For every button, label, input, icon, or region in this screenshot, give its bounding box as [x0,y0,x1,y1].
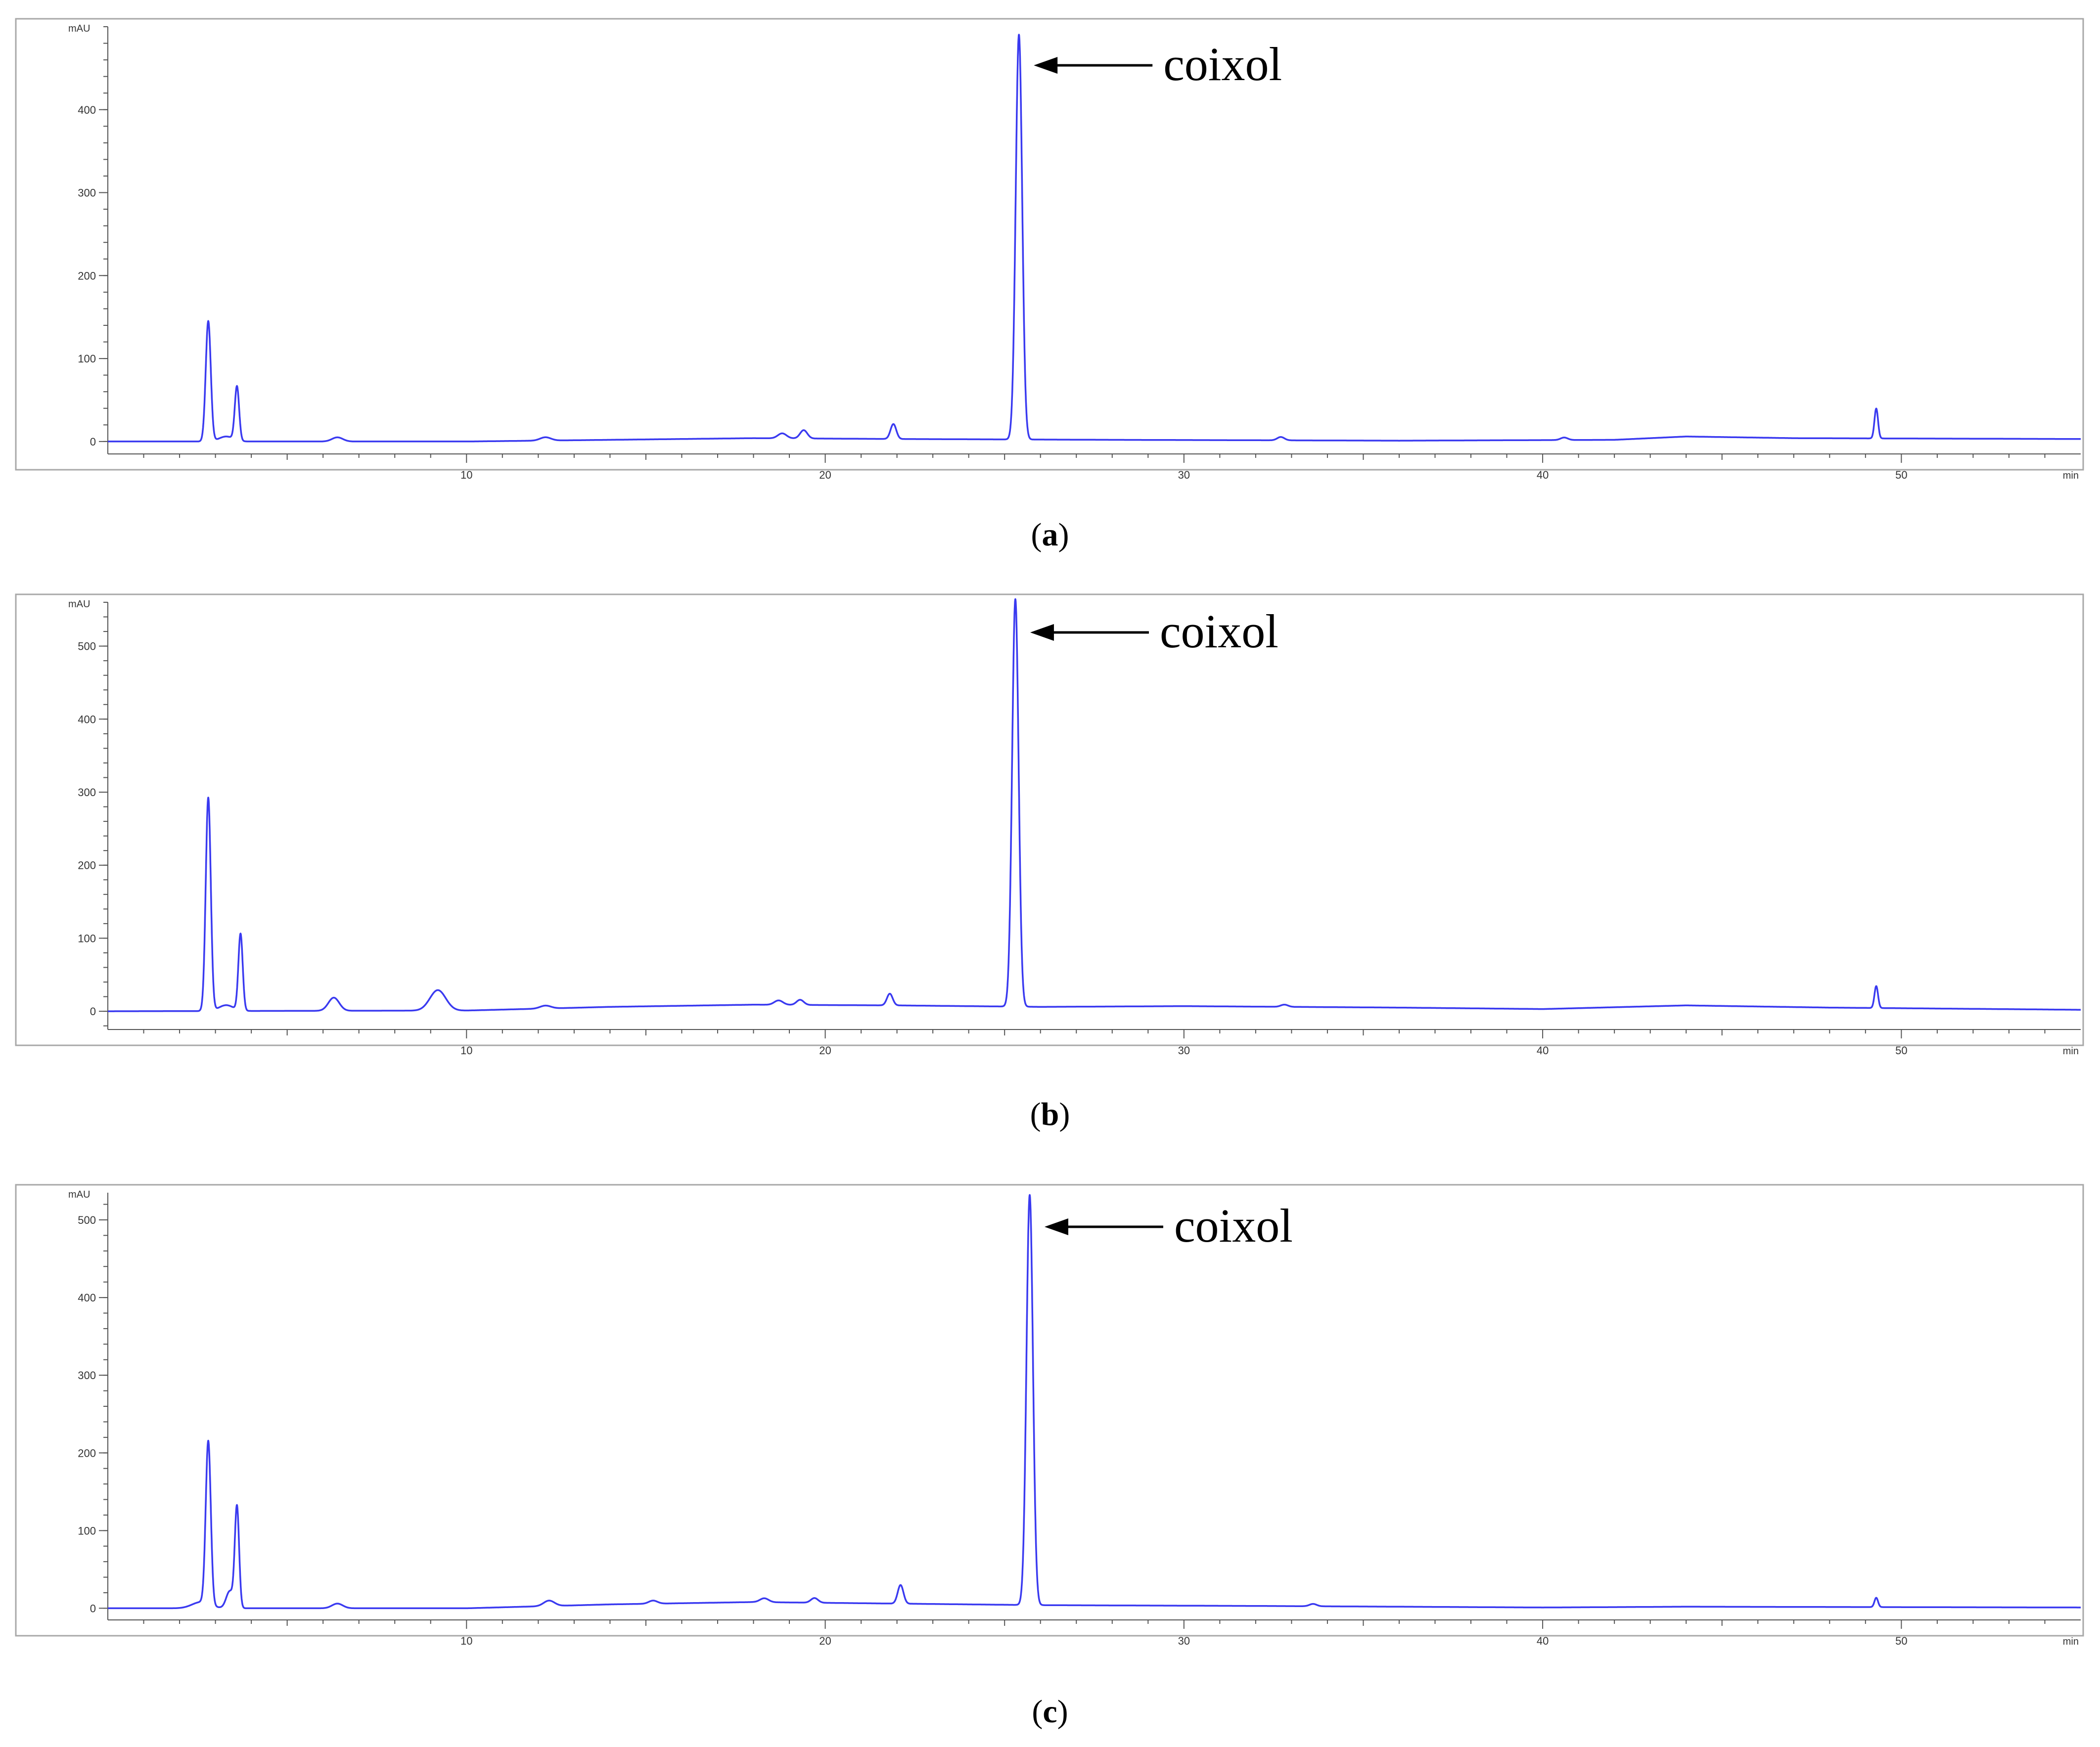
y-tick-label-c: 100 [78,1524,96,1537]
x-tick-label-b: 50 [1895,1044,1907,1057]
left-arrow-icon [1034,57,1058,74]
y-tick-label-a: 0 [90,436,96,448]
y-tick-label-c: 200 [78,1447,96,1459]
y-tick-label-b: 400 [78,713,96,725]
x-tick-label-c: 20 [819,1635,831,1647]
panel-b-plot: 0 100 200 300 400 500 mAU 10 20 30 40 50 min coixol [68,598,2082,1057]
panel-c-caption-letter: c [1043,1694,1057,1730]
y-tick-label-c: 400 [78,1292,96,1304]
left-arrow-icon [1030,624,1054,641]
left-arrow-icon [1044,1218,1068,1235]
peak-annotation-c: coixol [1174,1199,1293,1252]
panel-c-plot: 0 100 200 300 400 500 mAU 10 20 30 40 50 min coixol [68,1189,2082,1647]
y-tick-label-b: 300 [78,786,96,799]
x-tick-label-c: 40 [1537,1635,1549,1647]
panel-b-frame [15,593,2084,1046]
x-tick-label-c: 10 [460,1635,472,1647]
y-tick-label-c: 500 [78,1214,96,1226]
x-tick-label-c: 30 [1178,1635,1190,1647]
x-tick-label-b: 10 [460,1044,472,1057]
peak-annotation-b: coixol [1160,605,1278,658]
panel-a-caption: (a) [1031,517,1069,553]
x-tick-label-a: 50 [1895,469,1907,481]
y-tick-label-b: 500 [78,640,96,653]
x-tick-label-b: 40 [1537,1044,1549,1057]
peak-annotation-a: coixol [1163,38,1282,90]
y-tick-label-a: 300 [78,187,96,199]
x-tick-label-a: 10 [460,469,472,481]
y-tick-label-b: 100 [78,932,96,944]
chromatogram-trace-b [107,598,2082,1012]
panel-b-caption: (b) [1030,1096,1070,1132]
x-tick-label-b: 20 [819,1044,831,1057]
panel-c: 0 100 200 300 400 500 mAU 10 20 30 40 50 min coixol (… [15,1184,2084,1730]
x-unit-label-a: min [2063,470,2079,481]
x-tick-label-b: 30 [1178,1044,1190,1057]
panel-a-frame [15,18,2084,471]
panel-c-caption: (c) [1032,1694,1068,1730]
y-tick-label-a: 200 [78,269,96,282]
x-tick-label-a: 40 [1537,469,1549,481]
panel-a-caption-letter: a [1042,517,1058,553]
x-tick-label-c: 50 [1895,1635,1907,1647]
x-unit-label-b: min [2063,1046,2079,1057]
y-unit-label-a: mAU [68,23,90,34]
y-unit-label-c: mAU [68,1189,90,1200]
panel-a-plot: 0 100 200 300 400 mAU 10 20 30 40 50 min coixol [68,23,2082,481]
panel-a: 0 100 200 300 400 mAU 10 20 30 40 50 min coixol (a) [15,18,2084,553]
x-unit-label-c: min [2063,1636,2079,1647]
y-tick-label-a: 400 [78,104,96,116]
y-unit-label-b: mAU [68,599,90,610]
chromatogram-trace-a [107,34,2082,443]
y-tick-label-a: 100 [78,353,96,365]
x-tick-label-a: 30 [1178,469,1190,481]
y-tick-label-b: 0 [90,1005,96,1018]
y-tick-label-c: 0 [90,1602,96,1614]
x-tick-label-a: 20 [819,469,831,481]
y-tick-label-c: 300 [78,1369,96,1382]
panel-c-frame [15,1184,2084,1637]
y-tick-label-b: 200 [78,859,96,872]
panel-b: 0 100 200 300 400 500 mAU 10 20 30 40 50 min coixol (… [15,593,2084,1132]
chromatogram-trace-c [107,1194,2082,1610]
panel-b-caption-letter: b [1041,1096,1059,1132]
